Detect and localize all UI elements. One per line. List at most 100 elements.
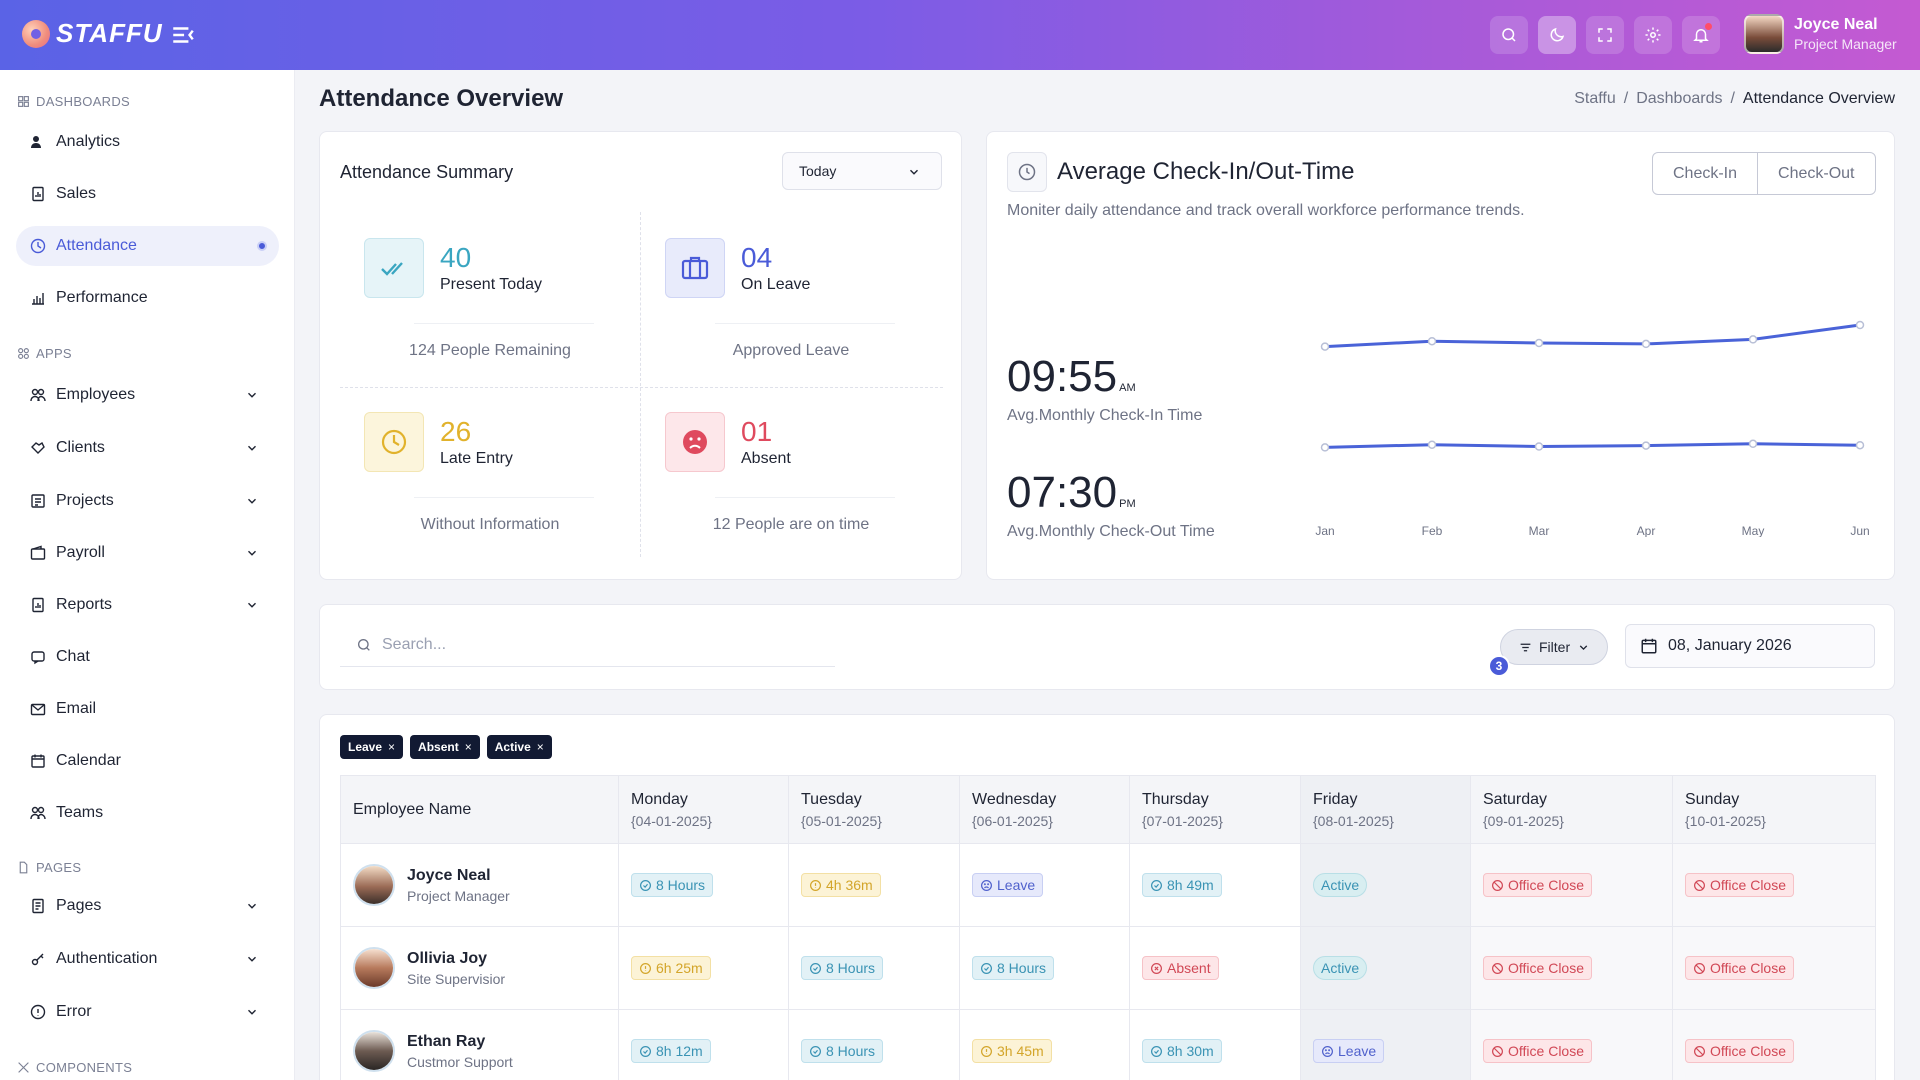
search-field[interactable]: Search...: [340, 623, 835, 667]
sidebar-item-employees[interactable]: Employees: [16, 375, 279, 415]
alert-circle-icon: [640, 962, 651, 974]
sidebar-item-reports[interactable]: Reports: [16, 585, 279, 625]
chevron-down-icon: [248, 392, 256, 398]
notifications-button[interactable]: [1682, 16, 1720, 54]
employee[interactable]: Ollivia Joy Site Supervisior: [353, 947, 606, 989]
sidebar-item-analytics[interactable]: Analytics: [16, 122, 279, 162]
data-point[interactable]: [1320, 443, 1330, 452]
stat-present: 40 Present Today 124 People Remaining: [364, 238, 644, 418]
status-badge[interactable]: Office Close: [1483, 1039, 1592, 1063]
filter-chip-leave[interactable]: Leave ×: [340, 735, 404, 759]
chevron-down-icon: [248, 498, 256, 504]
checkout-tab[interactable]: Check-Out: [1757, 153, 1874, 194]
filter-chip-absent[interactable]: Absent ×: [410, 735, 480, 759]
sidebar-item-attendance[interactable]: Attendance: [16, 226, 279, 266]
info-icon: [30, 1004, 46, 1020]
breadcrumb-item[interactable]: Staffu: [1574, 90, 1616, 107]
data-point[interactable]: [1855, 320, 1865, 330]
team-icon: [30, 388, 46, 402]
table-header-row: Employee Name Monday {04-01-2025} Tuesday…: [340, 775, 1876, 844]
date-picker[interactable]: 08, January 2026: [1625, 624, 1875, 668]
menu-toggle-icon[interactable]: [170, 22, 196, 48]
search-button[interactable]: [1490, 16, 1528, 54]
fullscreen-button[interactable]: [1586, 16, 1624, 54]
filter-button[interactable]: Filter: [1500, 629, 1608, 665]
data-point[interactable]: [1534, 442, 1544, 451]
employee-cell: Ollivia Joy Site Supervisior: [340, 926, 619, 1010]
clock-icon: [30, 238, 46, 254]
sidebar-item-error[interactable]: Error: [16, 992, 279, 1032]
status-badge[interactable]: 3h 45m: [972, 1039, 1052, 1063]
checkin-tab[interactable]: Check-In: [1673, 164, 1738, 182]
status-badge[interactable]: 8 Hours: [801, 956, 884, 980]
sidebar-item-label: Chat: [56, 648, 90, 665]
user-menu[interactable]: Joyce Neal Project Manager: [1744, 14, 1897, 54]
status-text: Active: [1321, 877, 1360, 893]
data-point[interactable]: [1748, 439, 1758, 449]
checkout-time-value: 07:30: [1007, 468, 1118, 517]
status-badge[interactable]: Office Close: [1483, 956, 1592, 980]
sidebar-item-projects[interactable]: Projects: [16, 481, 279, 521]
filter-chip-active[interactable]: Active ×: [486, 735, 552, 759]
dark-mode-button[interactable]: [1538, 16, 1576, 54]
status-badge[interactable]: 8 Hours: [801, 1039, 884, 1063]
data-point[interactable]: [1427, 440, 1437, 449]
sidebar-item-label: Employees: [56, 386, 136, 403]
status-badge[interactable]: Absent: [1142, 956, 1219, 980]
day-cell: Office Close: [1672, 926, 1876, 1010]
status-badge[interactable]: Office Close: [1685, 956, 1794, 980]
search-filter-bar: Search... Filter 3 08, January 2026: [319, 604, 1895, 690]
status-badge[interactable]: 8 Hours: [631, 873, 714, 897]
close-icon[interactable]: ×: [536, 740, 544, 754]
brand-logo[interactable]: STAFFU: [22, 18, 163, 49]
section-label: DASHBOARDS: [36, 94, 131, 109]
status-badge[interactable]: 8h 30m: [1142, 1039, 1222, 1063]
period-select[interactable]: Today: [782, 152, 942, 190]
sidebar-item-authentication[interactable]: Authentication: [16, 939, 279, 979]
data-point[interactable]: [1748, 335, 1758, 344]
status-badge[interactable]: Leave: [972, 873, 1044, 897]
filter-icon: [1520, 643, 1531, 651]
employee[interactable]: Ethan Ray Custmor Support: [353, 1030, 606, 1072]
data-point[interactable]: [1427, 336, 1437, 346]
status-badge[interactable]: 8h 12m: [631, 1039, 711, 1063]
status-badge[interactable]: 8h 49m: [1142, 873, 1222, 897]
chevron-down-icon: [1579, 644, 1588, 650]
sidebar-item-email[interactable]: Email: [16, 689, 279, 729]
data-point[interactable]: [1641, 441, 1651, 450]
sidebar: DASHBOARDS Analytics Sales Attendance Pe…: [0, 70, 295, 1080]
data-point[interactable]: [1320, 342, 1330, 351]
status-badge[interactable]: Office Close: [1685, 873, 1794, 897]
sidebar-item-chat[interactable]: Chat: [16, 637, 279, 677]
data-point[interactable]: [1641, 339, 1651, 349]
status-badge[interactable]: Leave: [1313, 1039, 1385, 1063]
sidebar-item-pages[interactable]: Pages: [16, 886, 279, 926]
top-header: STAFFU Joyce Neal Project Manager: [0, 0, 1920, 70]
breadcrumb-item[interactable]: Dashboards: [1636, 90, 1723, 107]
double-check-icon: [364, 238, 424, 298]
data-point[interactable]: [1534, 338, 1544, 348]
sidebar-item-teams[interactable]: Teams: [16, 793, 279, 833]
sidebar-item-performance[interactable]: Performance: [16, 278, 279, 318]
stat-label: Present Today: [440, 276, 542, 293]
status-badge[interactable]: 8 Hours: [972, 956, 1055, 980]
data-point[interactable]: [1855, 440, 1865, 450]
status-badge[interactable]: 4h 36m: [801, 873, 881, 897]
sidebar-item-calendar[interactable]: Calendar: [16, 741, 279, 781]
sidebar-item-clients[interactable]: Clients: [16, 428, 279, 468]
status-badge[interactable]: Office Close: [1685, 1039, 1794, 1063]
sidebar-item-payroll[interactable]: Payroll: [16, 533, 279, 573]
close-icon[interactable]: ×: [388, 740, 396, 754]
status-badge[interactable]: Active: [1313, 873, 1368, 897]
sidebar-item-sales[interactable]: Sales: [16, 174, 279, 214]
status-badge[interactable]: Office Close: [1483, 873, 1592, 897]
settings-button[interactable]: [1634, 16, 1672, 54]
close-icon[interactable]: ×: [464, 740, 472, 754]
status-badge[interactable]: Active: [1313, 956, 1368, 980]
status-badge[interactable]: 6h 25m: [631, 956, 711, 980]
series-line: [1323, 442, 1862, 449]
employee-name: Ethan Ray: [407, 1032, 486, 1050]
attendance-table: Employee Name Monday {04-01-2025} Tuesday…: [340, 775, 1876, 1080]
employee[interactable]: Joyce Neal Project Manager: [353, 864, 606, 906]
ban-icon: [1492, 1045, 1503, 1057]
